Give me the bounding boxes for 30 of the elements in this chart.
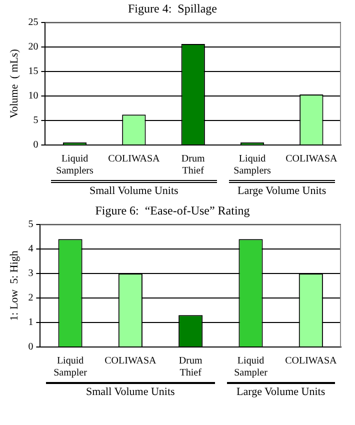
y-tick-label: 2 xyxy=(28,292,34,304)
x-tick-label: COLIWASA xyxy=(108,154,161,165)
x-tick-label: Liquid Samplers xyxy=(56,154,94,177)
x-tick-label: Drum Thief xyxy=(178,356,202,379)
y-tick-label: 4 xyxy=(28,244,34,255)
y-tick-label: 25 xyxy=(28,17,38,28)
text: Small Volume Units xyxy=(46,382,215,398)
y-tick-label: 20 xyxy=(28,42,38,53)
text: Large Volume Units xyxy=(228,180,335,197)
y-tick-label: 1 xyxy=(28,317,34,328)
y-tick-label: 5 xyxy=(33,115,38,126)
chart-title: Figure 6: “Ease-of-Use” Rating xyxy=(95,203,250,218)
y-axis-title: Volume ( mLs) xyxy=(8,48,20,118)
y-tick-label: 15 xyxy=(28,66,38,78)
x-tick-label: COLIWASA xyxy=(285,356,338,367)
x-tick-label: Liquid Samplers xyxy=(234,154,271,177)
y-tick-label: 3 xyxy=(28,268,34,280)
y-tick-label: 0 xyxy=(28,342,34,353)
y-axis-title: 1: Low 5: High xyxy=(8,250,20,321)
y-tick-label: 0 xyxy=(33,140,38,151)
x-tick-label: COLIWASA xyxy=(286,154,338,165)
x-tick-label: Liquid Sampler xyxy=(54,356,88,379)
x-tick-label: Drum Thief xyxy=(181,154,205,177)
chart-title: Figure 4: Spillage xyxy=(128,1,217,16)
text: Large Volume Units xyxy=(226,382,335,398)
x-tick-label: Liquid Sampler xyxy=(234,356,268,379)
y-tick-label: 10 xyxy=(28,90,38,102)
text: Small Volume Units xyxy=(51,180,217,197)
x-tick-label: COLIWASA xyxy=(104,356,158,367)
y-tick-label: 5 xyxy=(28,219,34,230)
